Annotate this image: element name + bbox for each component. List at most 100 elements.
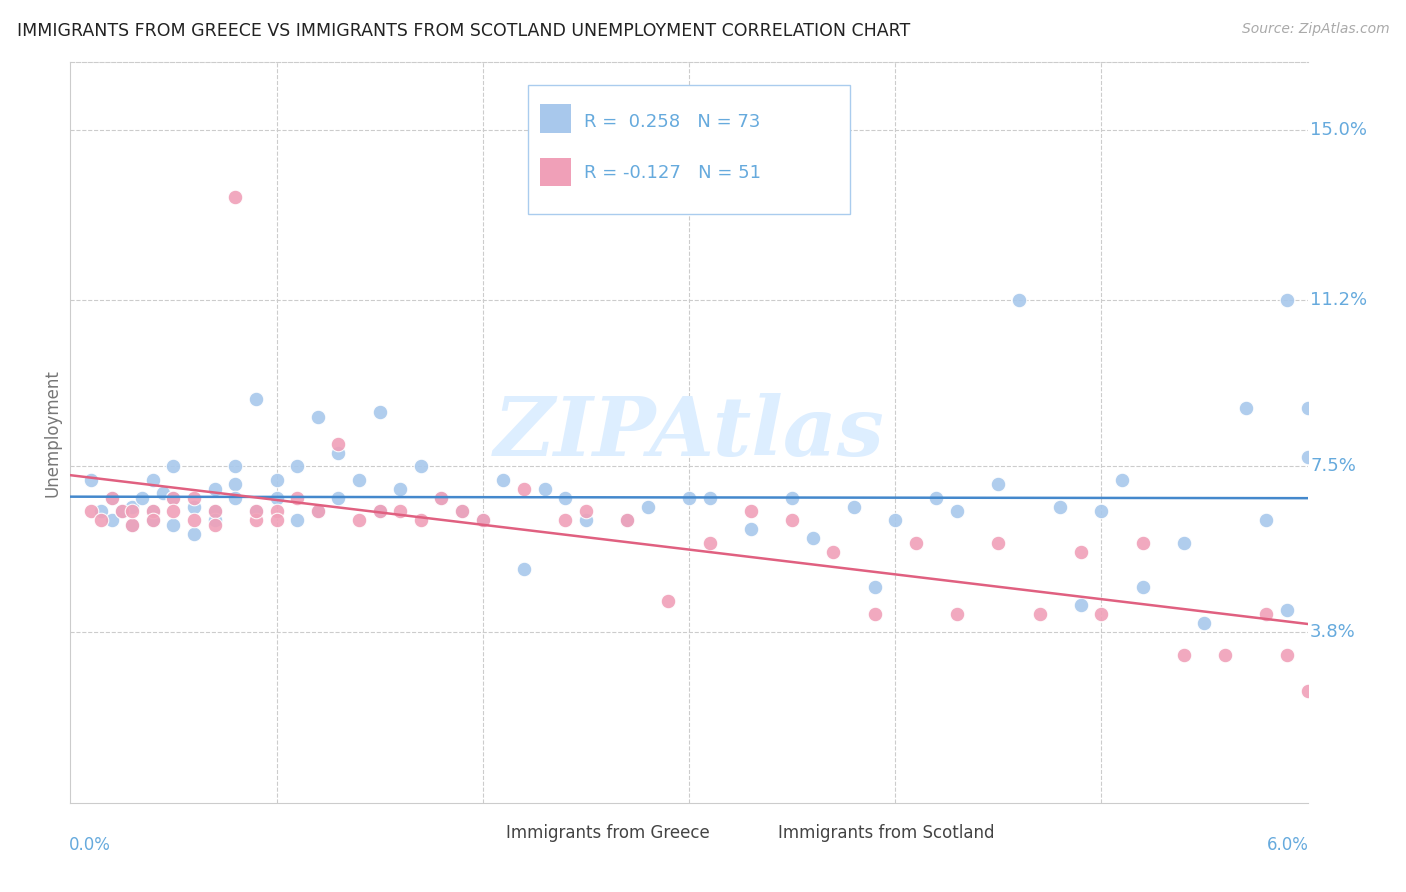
- Point: [1234, 401, 1257, 415]
- Point: [183, 500, 205, 514]
- Point: [224, 190, 246, 204]
- Point: [285, 491, 308, 505]
- Point: [266, 504, 288, 518]
- Point: [533, 482, 555, 496]
- Point: [121, 504, 143, 518]
- Point: [245, 504, 267, 518]
- Point: [1090, 607, 1112, 622]
- Point: [131, 491, 153, 505]
- Point: [678, 491, 700, 505]
- Point: [823, 544, 845, 558]
- Point: [204, 504, 226, 518]
- Point: [575, 504, 598, 518]
- Point: [328, 446, 350, 460]
- Point: [451, 504, 474, 518]
- Point: [368, 504, 391, 518]
- Point: [904, 535, 927, 549]
- Point: [1194, 616, 1216, 631]
- Point: [80, 504, 103, 518]
- Point: [224, 491, 246, 505]
- Text: ZIPAtlas: ZIPAtlas: [494, 392, 884, 473]
- Point: [471, 513, 494, 527]
- Text: 7.5%: 7.5%: [1310, 458, 1355, 475]
- Point: [657, 594, 679, 608]
- Point: [328, 491, 350, 505]
- Point: [121, 500, 143, 514]
- Point: [863, 607, 886, 622]
- Point: [1213, 648, 1236, 662]
- Point: [925, 491, 948, 505]
- Text: 6.0%: 6.0%: [1267, 836, 1309, 855]
- Point: [637, 500, 659, 514]
- Point: [328, 437, 350, 451]
- Bar: [467, 822, 498, 844]
- Point: [80, 473, 103, 487]
- Point: [1070, 599, 1092, 613]
- Point: [451, 504, 474, 518]
- Text: R =  0.258   N = 73: R = 0.258 N = 73: [583, 112, 761, 130]
- Point: [430, 491, 453, 505]
- Point: [575, 513, 598, 527]
- Point: [204, 504, 226, 518]
- Text: 0.0%: 0.0%: [69, 836, 111, 855]
- Text: IMMIGRANTS FROM GREECE VS IMMIGRANTS FROM SCOTLAND UNEMPLOYMENT CORRELATION CHAR: IMMIGRANTS FROM GREECE VS IMMIGRANTS FRO…: [17, 22, 910, 40]
- Point: [142, 513, 165, 527]
- Point: [162, 504, 184, 518]
- Point: [987, 535, 1010, 549]
- Point: [368, 504, 391, 518]
- Point: [780, 491, 803, 505]
- Point: [266, 491, 288, 505]
- Point: [307, 409, 329, 424]
- Point: [1132, 581, 1154, 595]
- Point: [121, 517, 143, 532]
- Point: [307, 504, 329, 518]
- Point: [471, 513, 494, 527]
- Point: [863, 581, 886, 595]
- Point: [1090, 504, 1112, 518]
- Point: [1256, 513, 1278, 527]
- Point: [224, 477, 246, 491]
- Point: [121, 517, 143, 532]
- Point: [699, 535, 721, 549]
- Point: [152, 486, 174, 500]
- Point: [183, 526, 205, 541]
- Point: [347, 513, 370, 527]
- Point: [285, 459, 308, 474]
- Point: [204, 482, 226, 496]
- Point: [946, 607, 969, 622]
- Point: [142, 513, 165, 527]
- Point: [1028, 607, 1050, 622]
- Point: [801, 531, 824, 545]
- Point: [142, 473, 165, 487]
- Point: [513, 562, 536, 576]
- Bar: [738, 822, 769, 844]
- Point: [224, 459, 246, 474]
- Point: [347, 473, 370, 487]
- Point: [1296, 450, 1319, 465]
- Point: [1275, 603, 1298, 617]
- Point: [554, 491, 576, 505]
- Point: [492, 473, 515, 487]
- Point: [162, 491, 184, 505]
- Point: [409, 513, 432, 527]
- Point: [90, 513, 112, 527]
- Point: [266, 473, 288, 487]
- Point: [162, 459, 184, 474]
- Point: [142, 504, 165, 518]
- FancyBboxPatch shape: [529, 85, 849, 214]
- Point: [368, 405, 391, 419]
- Point: [987, 477, 1010, 491]
- Point: [1049, 500, 1071, 514]
- Point: [90, 504, 112, 518]
- Text: Immigrants from Scotland: Immigrants from Scotland: [778, 824, 994, 842]
- Bar: [540, 158, 571, 186]
- Point: [100, 513, 122, 527]
- Point: [616, 513, 638, 527]
- Point: [1296, 683, 1319, 698]
- Point: [245, 504, 267, 518]
- Point: [111, 504, 134, 518]
- Point: [1070, 544, 1092, 558]
- Point: [245, 513, 267, 527]
- Point: [884, 513, 907, 527]
- Point: [389, 504, 412, 518]
